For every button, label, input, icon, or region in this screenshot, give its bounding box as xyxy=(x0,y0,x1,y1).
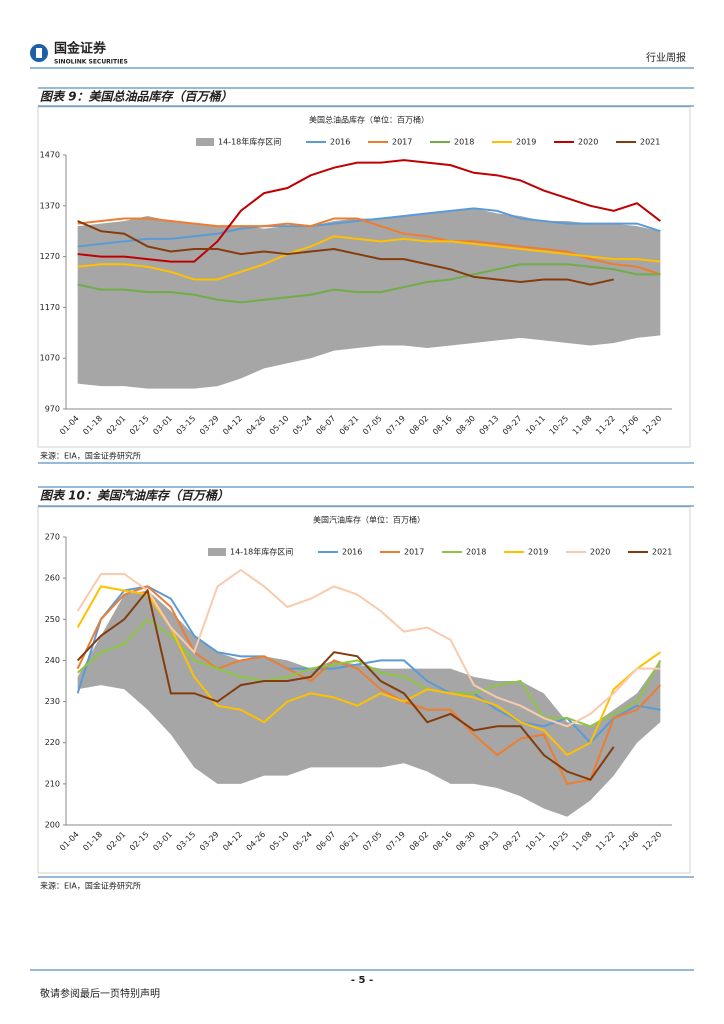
series-line xyxy=(77,235,661,281)
y-tick-label: 260 xyxy=(45,574,60,583)
series-line xyxy=(76,585,662,785)
y-tick-label: 1270 xyxy=(40,252,60,261)
figure-source: 来源：EIA，国金证券研究所 xyxy=(40,451,141,461)
y-tick-label: 220 xyxy=(45,738,60,747)
series-line xyxy=(76,585,661,745)
y-tick-label: 1070 xyxy=(40,354,60,363)
y-tick-label: 1170 xyxy=(40,303,60,312)
logo xyxy=(30,44,48,62)
legend-label: 2021 xyxy=(652,548,672,557)
chart-title: 美国汽油库存（单位：百万桶） xyxy=(313,515,425,525)
legend-label: 14-18年库存区间 xyxy=(230,547,293,557)
legend-label: 2021 xyxy=(640,138,660,147)
chart-title: 美国总油品库存（单位：百万桶） xyxy=(309,115,429,125)
figure-caption: 图表 9：美国总油品库存（百万桶） xyxy=(40,90,233,104)
series-line xyxy=(77,263,661,304)
series-line xyxy=(77,217,661,276)
legend-label: 2016 xyxy=(330,138,350,147)
logo-icon-inner xyxy=(36,48,42,58)
legend-label: 2017 xyxy=(404,548,424,557)
legend-label: 14-18年库存区间 xyxy=(218,137,281,147)
page-number: - 5 - xyxy=(351,975,373,986)
legend-label: 2018 xyxy=(454,138,474,147)
series-line xyxy=(76,588,615,781)
y-tick-label: 1370 xyxy=(40,201,60,210)
legend-swatch xyxy=(196,138,214,146)
figure-source: 来源：EIA，国金证券研究所 xyxy=(40,881,141,891)
series-line xyxy=(76,568,661,728)
legend-label: 2018 xyxy=(466,548,486,557)
legend-label: 2019 xyxy=(516,138,536,147)
y-tick-label: 230 xyxy=(45,697,60,706)
legend-label: 2020 xyxy=(590,548,610,557)
y-tick-label: 1470 xyxy=(40,151,60,160)
range-band xyxy=(77,208,661,389)
series-line xyxy=(77,220,614,286)
legend-swatch xyxy=(208,548,226,556)
series-line xyxy=(76,585,661,757)
legend-label: 2016 xyxy=(342,548,362,557)
report-type: 行业周报 xyxy=(646,51,686,64)
y-tick-label: 200 xyxy=(45,821,60,830)
company-name-en: SINOLINK SECURITIES xyxy=(54,59,128,66)
legend-label: 2020 xyxy=(578,138,598,147)
y-tick-label: 210 xyxy=(45,779,60,788)
disclaimer: 敬请参阅最后一页特别声明 xyxy=(40,987,160,1000)
y-tick-label: 250 xyxy=(45,615,60,624)
series-line xyxy=(77,207,661,248)
company-name: 国金证券 xyxy=(54,41,107,57)
legend-label: 2017 xyxy=(392,138,412,147)
y-tick-label: 270 xyxy=(45,533,60,542)
series-line xyxy=(77,159,661,263)
y-tick-label: 970 xyxy=(45,405,60,414)
figure-caption: 图表 10：美国汽油库存（百万桶） xyxy=(40,489,229,503)
series-line xyxy=(76,617,662,728)
legend-label: 2019 xyxy=(528,548,548,557)
y-tick-label: 240 xyxy=(45,656,60,665)
range-band xyxy=(77,590,661,817)
